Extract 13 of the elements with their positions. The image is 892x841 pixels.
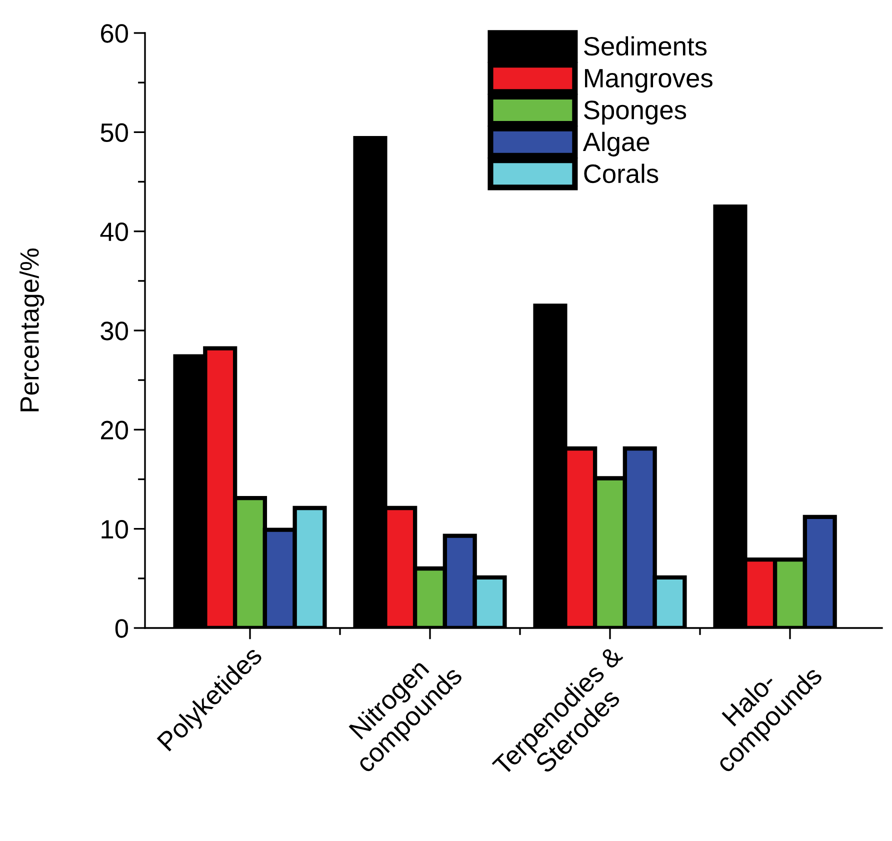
y-tick-label: 30 <box>100 322 128 340</box>
y-tick-label: 50 <box>100 123 128 142</box>
legend-label: Sediments <box>584 36 707 56</box>
y-tick-label: 0 <box>115 619 128 638</box>
legend-label: Corals <box>584 164 658 184</box>
y-tick-label: 10 <box>102 520 128 539</box>
y-axis-title: Percentage/% <box>20 248 44 412</box>
y-tick-label: 20 <box>101 420 128 440</box>
y-tick-label: 60 <box>101 24 128 43</box>
legend-label: Mangroves <box>585 69 712 93</box>
legend-label: Algae <box>582 132 650 156</box>
y-tick-label: 40 <box>100 222 128 242</box>
legend-label: Sponges <box>584 100 686 125</box>
